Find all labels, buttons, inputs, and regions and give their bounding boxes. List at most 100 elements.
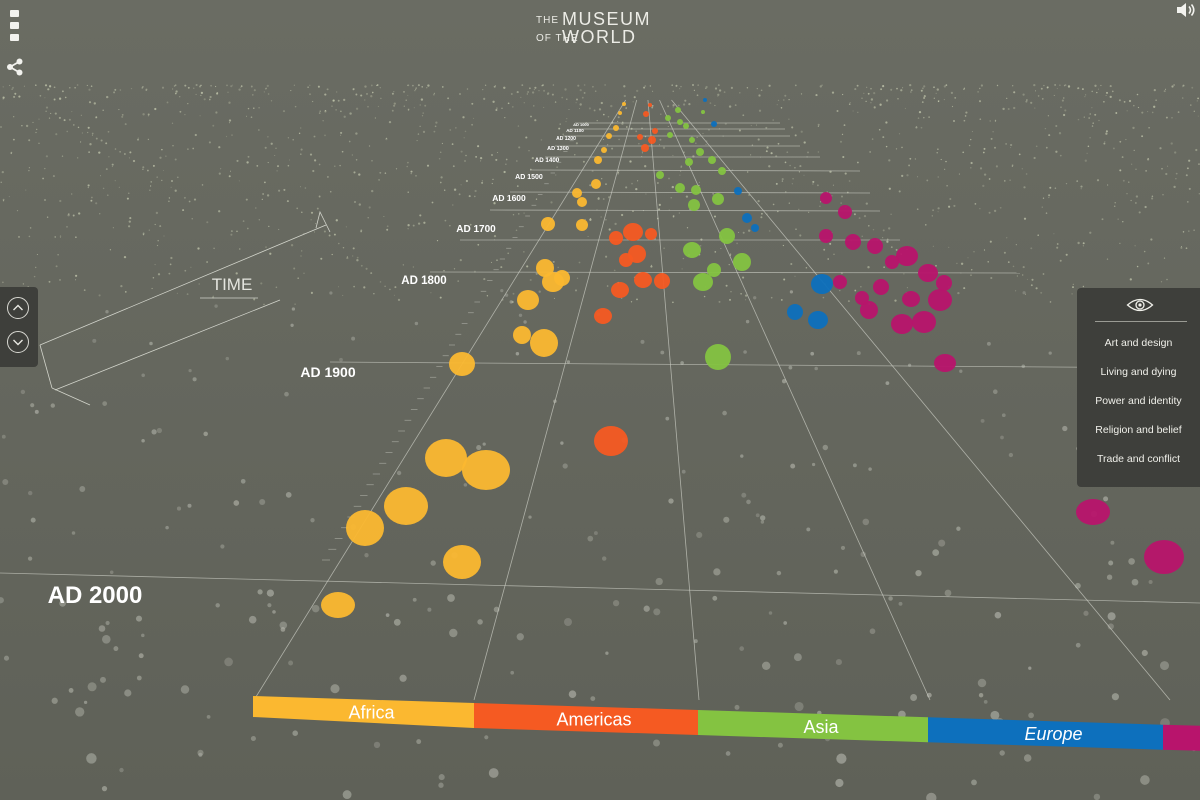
museum-logo[interactable]: THE OF THE MUSEUM WORLD — [536, 10, 666, 46]
asia-object[interactable] — [689, 137, 695, 143]
region-africa-band[interactable] — [253, 696, 474, 728]
oceania-object[interactable] — [896, 246, 918, 266]
africa-object[interactable] — [601, 147, 607, 153]
americas-object[interactable] — [611, 282, 629, 298]
americas-object[interactable] — [645, 228, 657, 240]
europe-object[interactable] — [742, 213, 752, 223]
americas-object[interactable] — [594, 426, 628, 456]
eye-icon[interactable] — [1126, 296, 1154, 314]
oceania-object[interactable] — [918, 264, 938, 282]
oceania-object[interactable] — [860, 301, 878, 319]
oceania-object[interactable] — [1076, 499, 1110, 525]
filter-art-and-design[interactable]: Art and design — [1104, 337, 1173, 349]
africa-object[interactable] — [425, 439, 467, 477]
filter-power-and-identity[interactable]: Power and identity — [1095, 395, 1182, 407]
africa-object[interactable] — [513, 326, 531, 344]
asia-object[interactable] — [685, 158, 693, 166]
africa-object[interactable] — [576, 219, 588, 231]
africa-object[interactable] — [541, 217, 555, 231]
filter-religion-and-belief[interactable]: Religion and belief — [1095, 424, 1182, 436]
oceania-object[interactable] — [867, 238, 883, 254]
africa-object[interactable] — [517, 290, 539, 310]
oceania-object[interactable] — [934, 354, 956, 372]
europe-object[interactable] — [703, 98, 707, 102]
africa-object[interactable] — [384, 487, 428, 525]
africa-object[interactable] — [613, 125, 619, 131]
region-americas-band[interactable] — [474, 703, 698, 735]
africa-object[interactable] — [536, 259, 554, 277]
americas-object[interactable] — [634, 272, 652, 288]
africa-object[interactable] — [449, 352, 475, 376]
asia-object[interactable] — [656, 171, 664, 179]
europe-object[interactable] — [751, 224, 759, 232]
asia-object[interactable] — [712, 193, 724, 205]
europe-object[interactable] — [734, 187, 742, 195]
asia-object[interactable] — [707, 263, 721, 277]
asia-object[interactable] — [696, 148, 704, 156]
africa-object[interactable] — [618, 111, 622, 115]
americas-object[interactable] — [637, 134, 643, 140]
speaker-icon[interactable] — [1175, 1, 1197, 19]
oceania-object[interactable] — [820, 192, 832, 204]
time-down-button[interactable] — [7, 331, 29, 353]
asia-object[interactable] — [688, 199, 700, 211]
americas-object[interactable] — [648, 136, 656, 144]
oceania-object[interactable] — [1144, 540, 1184, 574]
region-europe-band[interactable] — [928, 717, 1163, 750]
africa-object[interactable] — [443, 545, 481, 579]
asia-object[interactable] — [675, 107, 681, 113]
oceania-object[interactable] — [873, 279, 889, 295]
oceania-object[interactable] — [936, 275, 952, 291]
africa-object[interactable] — [591, 179, 601, 189]
asia-object[interactable] — [718, 167, 726, 175]
americas-object[interactable] — [654, 273, 670, 289]
asia-object[interactable] — [691, 185, 701, 195]
africa-object[interactable] — [572, 188, 582, 198]
oceania-object[interactable] — [912, 311, 936, 333]
region-asia-band[interactable] — [698, 710, 928, 743]
asia-object[interactable] — [719, 228, 735, 244]
americas-object[interactable] — [648, 103, 652, 107]
asia-object[interactable] — [677, 119, 683, 125]
americas-object[interactable] — [609, 231, 623, 245]
oceania-object[interactable] — [855, 291, 869, 305]
oceania-object[interactable] — [891, 314, 913, 334]
africa-object[interactable] — [577, 197, 587, 207]
europe-object[interactable] — [808, 311, 828, 329]
americas-object[interactable] — [652, 128, 658, 134]
time-up-button[interactable] — [7, 297, 29, 319]
africa-object[interactable] — [606, 133, 612, 139]
oceania-object[interactable] — [902, 291, 920, 307]
asia-object[interactable] — [683, 123, 689, 129]
asia-object[interactable] — [675, 183, 685, 193]
africa-object[interactable] — [554, 270, 570, 286]
asia-object[interactable] — [733, 253, 751, 271]
americas-object[interactable] — [641, 144, 649, 152]
asia-object[interactable] — [708, 156, 716, 164]
americas-object[interactable] — [643, 111, 649, 117]
africa-object[interactable] — [346, 510, 384, 546]
africa-object[interactable] — [462, 450, 510, 490]
share-icon[interactable] — [5, 57, 25, 77]
africa-object[interactable] — [321, 592, 355, 618]
menu-icon[interactable] — [10, 10, 20, 42]
region-oceania-band[interactable] — [1163, 724, 1200, 751]
americas-object[interactable] — [628, 245, 646, 263]
oceania-object[interactable] — [928, 289, 952, 311]
oceania-object[interactable] — [838, 205, 852, 219]
africa-object[interactable] — [530, 329, 558, 357]
filter-living-and-dying[interactable]: Living and dying — [1100, 366, 1177, 378]
asia-object[interactable] — [683, 242, 701, 258]
oceania-object[interactable] — [845, 234, 861, 250]
oceania-object[interactable] — [819, 229, 833, 243]
europe-object[interactable] — [811, 274, 833, 294]
oceania-object[interactable] — [833, 275, 847, 289]
asia-object[interactable] — [705, 344, 731, 370]
asia-object[interactable] — [667, 132, 673, 138]
europe-object[interactable] — [711, 121, 717, 127]
asia-object[interactable] — [665, 115, 671, 121]
africa-object[interactable] — [622, 102, 626, 106]
americas-object[interactable] — [594, 308, 612, 324]
americas-object[interactable] — [623, 223, 643, 241]
